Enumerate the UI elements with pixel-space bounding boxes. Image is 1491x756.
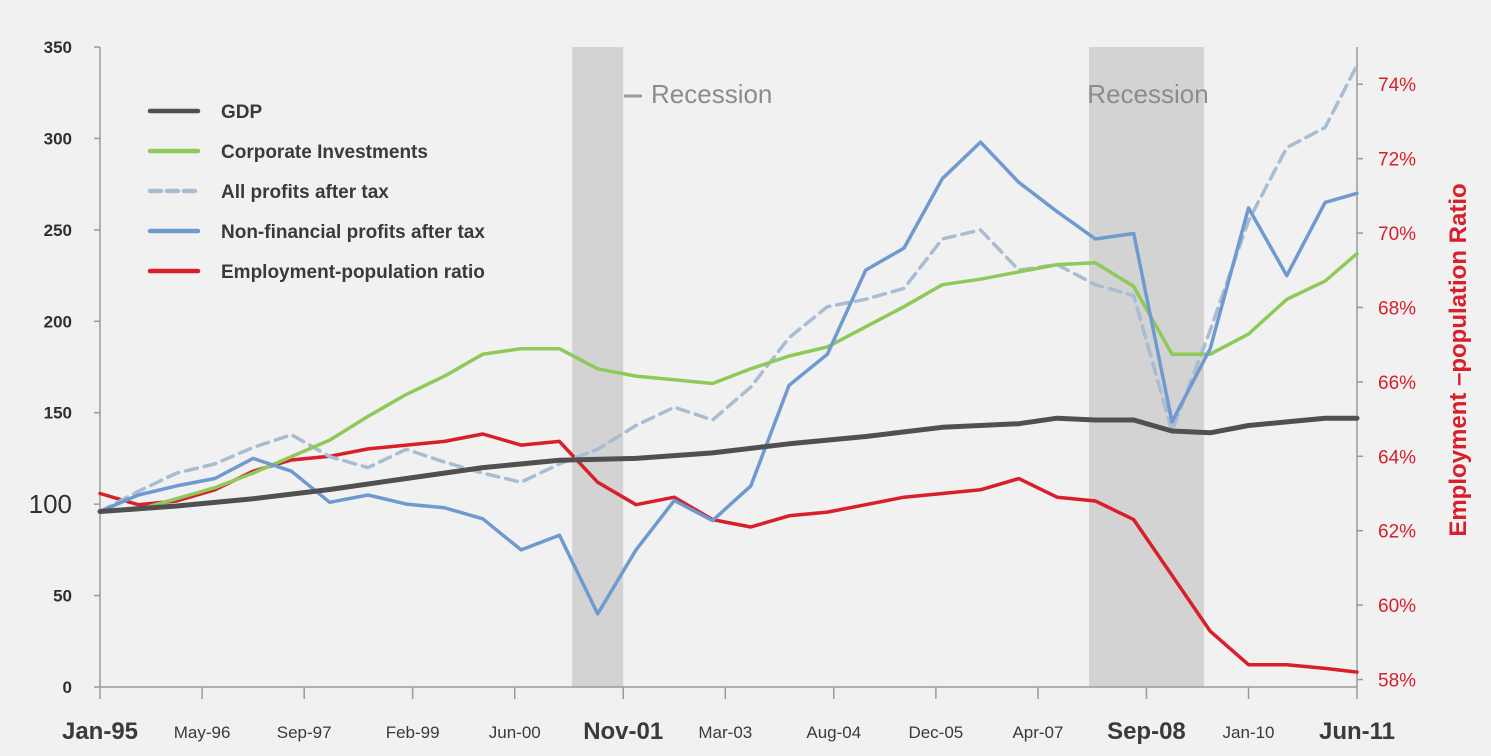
series-line-all-profits-after-tax: [98, 63, 1359, 514]
x-tick-label: Aug-04: [806, 723, 861, 742]
recession-label: Recession: [651, 79, 772, 109]
x-tick-label: Nov-01: [583, 718, 663, 745]
y-right-tick-label: 66%: [1378, 373, 1416, 394]
x-tick-label: Mar-03: [698, 723, 752, 742]
x-tick-label: Jun-00: [489, 723, 541, 742]
y-left-tick-label: 300: [44, 129, 72, 148]
y-right-tick-label: 62%: [1378, 522, 1416, 543]
recession-label: Recession: [1087, 79, 1208, 109]
y-right-tick-label: 58%: [1378, 671, 1416, 692]
x-tick-label: Feb-99: [386, 723, 440, 742]
x-tick-label: Sep-97: [277, 723, 332, 742]
y-left-tick-label: 200: [44, 312, 72, 331]
y-right-tick-label: 70%: [1378, 224, 1416, 245]
recession-band: [1089, 47, 1204, 687]
y-right-tick-label: 72%: [1378, 150, 1416, 171]
legend-label-employment-population-ratio: Employment-population ratio: [221, 262, 485, 283]
legend: GDP Corporate Investments All profits afte…: [147, 102, 485, 283]
x-tick-label: Sep-08: [1107, 718, 1186, 745]
y-left-tick-label: 0: [63, 678, 72, 697]
series-line-employment-population-ratio: [98, 432, 1359, 674]
series-line-non-financial-profits-after-tax: [98, 140, 1359, 616]
y-left-tick-label: 150: [44, 404, 72, 423]
y-right-tick-label: 64%: [1378, 447, 1416, 468]
legend-label-all-profits-after-tax: All profits after tax: [221, 182, 389, 203]
y-left-tick-label: 250: [44, 221, 72, 240]
y-left-tick-label: 350: [44, 38, 72, 57]
x-tick-label: Jun-11: [1319, 718, 1395, 745]
x-tick-label: May-96: [174, 723, 231, 742]
legend-label-gdp: GDP: [221, 102, 263, 123]
x-tick-label: Jan-95: [62, 718, 138, 745]
legend-label-corporate-investments: Corporate Investments: [221, 142, 428, 163]
legend-label-non-financial-profits-after-tax: Non-financial profits after tax: [221, 222, 485, 243]
y-left-tick-label: 100: [29, 489, 72, 519]
y-left-tick-label: 50: [53, 587, 72, 606]
y-right-tick-label: 60%: [1378, 596, 1416, 617]
y-right-tick-label: 68%: [1378, 298, 1416, 319]
series-line-gdp: [97, 415, 1360, 514]
x-tick-label: Jan-10: [1223, 723, 1275, 742]
right-axis-title: Employment –population Ratio: [1445, 183, 1472, 536]
x-tick-label: Apr-07: [1012, 723, 1063, 742]
x-tick-label: Dec-05: [908, 723, 963, 742]
y-right-tick-label: 74%: [1378, 75, 1416, 96]
